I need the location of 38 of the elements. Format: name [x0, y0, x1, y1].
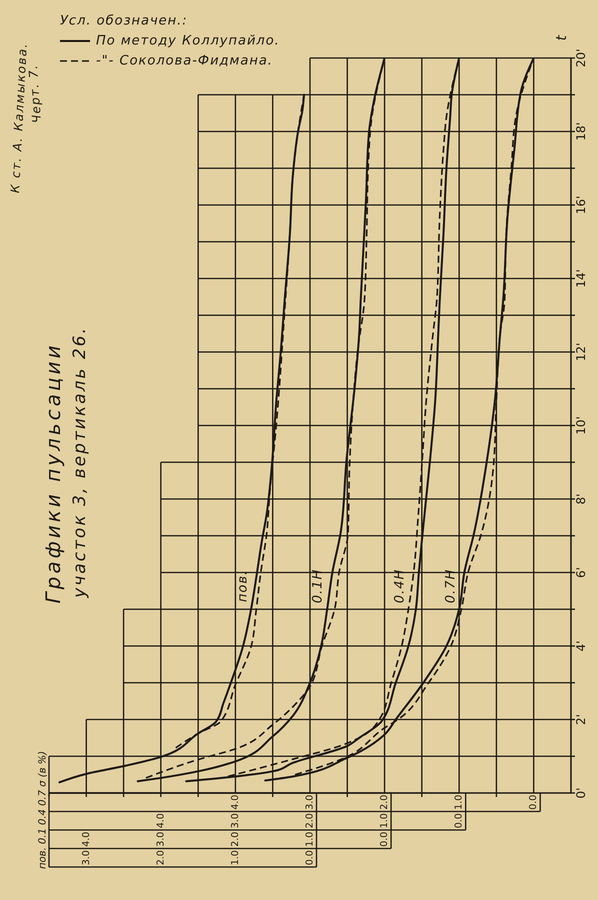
y-tick-label: 6' — [574, 567, 588, 578]
x-tick-label: 1.0 — [230, 850, 241, 866]
y-tick-label: 0' — [574, 788, 588, 798]
y-tick-label: 10' — [574, 416, 588, 435]
x-tick-label: 1.0 — [454, 794, 465, 810]
text: Графики пульсации — [41, 342, 65, 604]
legend-label: -"- Соколова-Фидмана. — [96, 54, 273, 68]
y-tick-label: 20' — [574, 48, 588, 68]
legend-label: По методу Коллупайло. — [96, 34, 280, 48]
x-tick-label: 2.0 — [230, 832, 241, 847]
x-tick-label: 1.0 — [304, 832, 316, 847]
x-tick-label: 4.0 — [155, 813, 166, 828]
y-tick-label: 4' — [574, 640, 588, 652]
x-tick-label: 1.0 — [379, 813, 390, 828]
x-tick-label: 0.0 — [528, 794, 540, 810]
x-tick-label: 2.0 — [304, 813, 316, 828]
y-axis-title: t — [554, 34, 570, 41]
x-tick-label: 0.0 — [304, 850, 316, 866]
y-tick-label: 16' — [574, 196, 588, 214]
text: пов. 0.1 0.4 0.7 σ (в %) — [38, 750, 48, 869]
x-tick-label: 4.0 — [230, 794, 241, 810]
x-tick-label: 2.0 — [155, 850, 166, 866]
y-tick-label: 8' — [574, 494, 588, 504]
x-tick-label: 3.0 — [304, 794, 316, 810]
x-tick-label: 0.0 — [454, 813, 465, 828]
y-tick-label: 18' — [574, 122, 588, 141]
legend-title: Усл. обозначен.: — [60, 14, 188, 28]
text: участок 3, вертикаль 26. — [70, 326, 90, 599]
x-tick-label: 4.0 — [80, 832, 92, 847]
y-tick-label: 2' — [574, 714, 588, 725]
y-tick-label: 12' — [574, 342, 588, 362]
annotation: пов. — [236, 570, 250, 602]
x-tick-label: 3.0 — [230, 813, 241, 828]
x-tick-label: 2.0 — [379, 794, 390, 810]
x-tick-label: 3.0 — [80, 850, 92, 866]
y-tick-label: 14' — [574, 269, 588, 288]
x-tick-label: 3.0 — [155, 832, 166, 847]
x-tick-label: 0.0 — [379, 832, 390, 847]
